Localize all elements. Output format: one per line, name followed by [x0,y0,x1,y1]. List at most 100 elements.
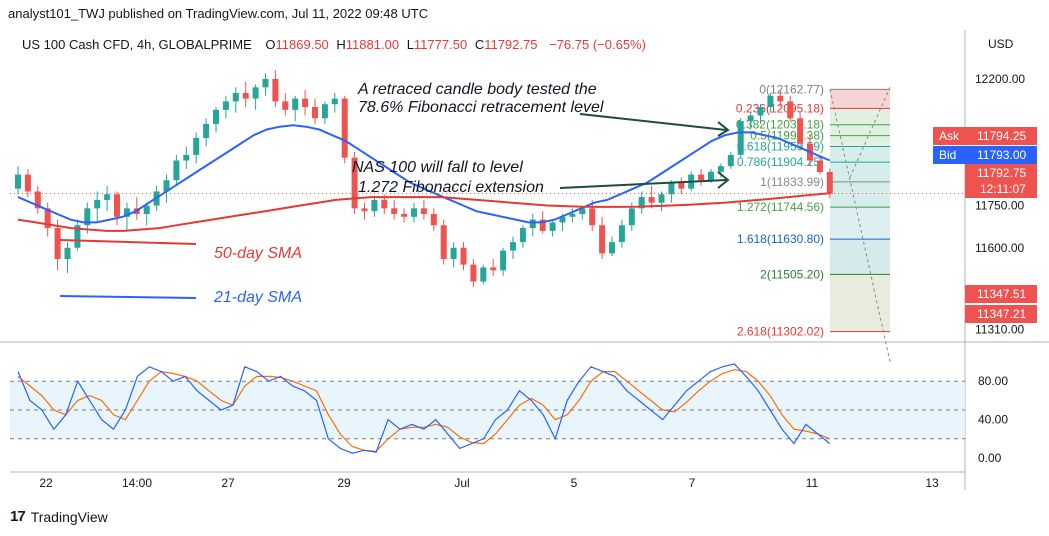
currency-label: USD [988,37,1014,51]
candle-body [222,101,229,110]
candle-body [747,115,754,122]
candle-body [708,171,714,181]
sma50-label: 50-day SMA [214,245,302,262]
fib-zone [830,124,890,136]
candle-body [114,194,120,217]
candle-body [460,247,467,265]
stoch-d-line [17,369,831,452]
price-tick-label: 12200.00 [975,72,1025,86]
candle-body [183,154,190,161]
candle-body [490,267,497,271]
candle-body [430,213,437,226]
candle-body [341,98,348,158]
price-tag-label: Bid [939,148,956,162]
candle-body [24,174,31,192]
sma21-label-line [59,295,197,299]
candle-body [658,194,665,203]
price-tick-label: 11600.00 [975,241,1024,255]
candle-body [668,183,675,195]
time-tick-label: 14:00 [122,476,152,490]
published-line: analyst101_TWJ published on TradingView.… [8,6,429,21]
candle-body [193,137,200,155]
candle-body [312,107,318,119]
sma21-line [17,124,831,224]
price-tag-label: Ask [939,129,960,143]
candle-body [292,98,299,110]
change-value: −76.75 (−0.65%) [549,37,646,52]
candle-body [519,228,526,243]
close-value: 11792.75 [484,37,538,52]
annotation-arrow [559,179,727,189]
open-value: 11869.50 [275,37,329,52]
candle-body [143,205,150,214]
price-tag [965,285,1037,303]
price-tag-label-box [933,127,965,145]
candle-body [262,78,269,88]
candle-body [302,98,309,108]
sma21-label: 21-day SMA [213,289,302,306]
low-value: 11777.50 [413,37,468,52]
fib-trend-line [829,89,891,362]
close-label: C [474,37,485,52]
price-tag-value: 11347.21 [977,307,1026,321]
candle-body [203,123,210,138]
time-tick-label: 29 [337,476,351,490]
time-tick-label: 13 [925,476,939,490]
candle-body [272,78,279,102]
candle-body [678,183,685,189]
time-tick-label: 22 [39,476,53,490]
price-tag-label-box [933,146,965,164]
candle-body [44,208,51,229]
candle-body [500,250,507,271]
sma50-label-line [59,239,197,245]
price-tag [965,164,1037,198]
candle-body [84,208,91,226]
symbol-name: US 100 Cash CFD, 4h, GLOBALPRIME [22,37,252,52]
candle-body [618,225,625,243]
price-tag-value: 11794.25 [977,129,1026,143]
high-value: 11881.00 [345,37,400,52]
price-tick-label: 11750.00 [975,199,1024,213]
fib-level-label: 0.5(11998.38) [750,129,824,143]
candle-body [816,160,823,173]
candle-body [34,191,41,209]
candle-body [411,208,417,217]
candle-body [331,98,338,105]
price-tag-value: 11793.00 [977,148,1026,162]
fib-zone [830,181,890,208]
low-label: L [406,37,414,52]
candle-body [401,213,408,217]
candle-body [54,228,61,260]
candle-body [104,194,111,200]
fib-level-label: 1.618(11630.80) [737,232,824,246]
price-tag [965,305,1037,323]
candle-body [777,95,784,102]
candle-body [569,213,576,217]
stoch-tick-label: 80.00 [978,374,1008,388]
candle-body [648,197,655,203]
brand-text: TradingView [30,508,108,525]
fib-trend-line-2 [849,87,891,178]
candle-body [727,154,734,167]
candle-body [628,208,635,226]
price-tag [965,127,1037,145]
fib-zone [830,135,890,147]
candle-body [420,208,427,214]
candle-body [549,222,556,231]
candle-body [698,174,705,181]
candle-body [74,225,81,248]
fib-level-label: 2.618(11302.02) [737,325,824,339]
open-label: O [265,37,276,52]
candle-body [321,104,328,119]
fib-zone [830,162,890,182]
fib-level-label: 1(11833.99) [760,175,824,189]
candle-body [717,166,724,172]
footer-brand[interactable]: 17 TradingView [10,508,108,525]
ohlc-legend: US 100 Cash CFD, 4h, GLOBALPRIME O11869.… [22,37,646,52]
price-tag-value: 11347.51 [977,287,1026,301]
candle-body [579,208,586,214]
time-tick-label: Jul [454,476,469,490]
candle-body [94,199,101,209]
fib-zone [830,108,890,125]
